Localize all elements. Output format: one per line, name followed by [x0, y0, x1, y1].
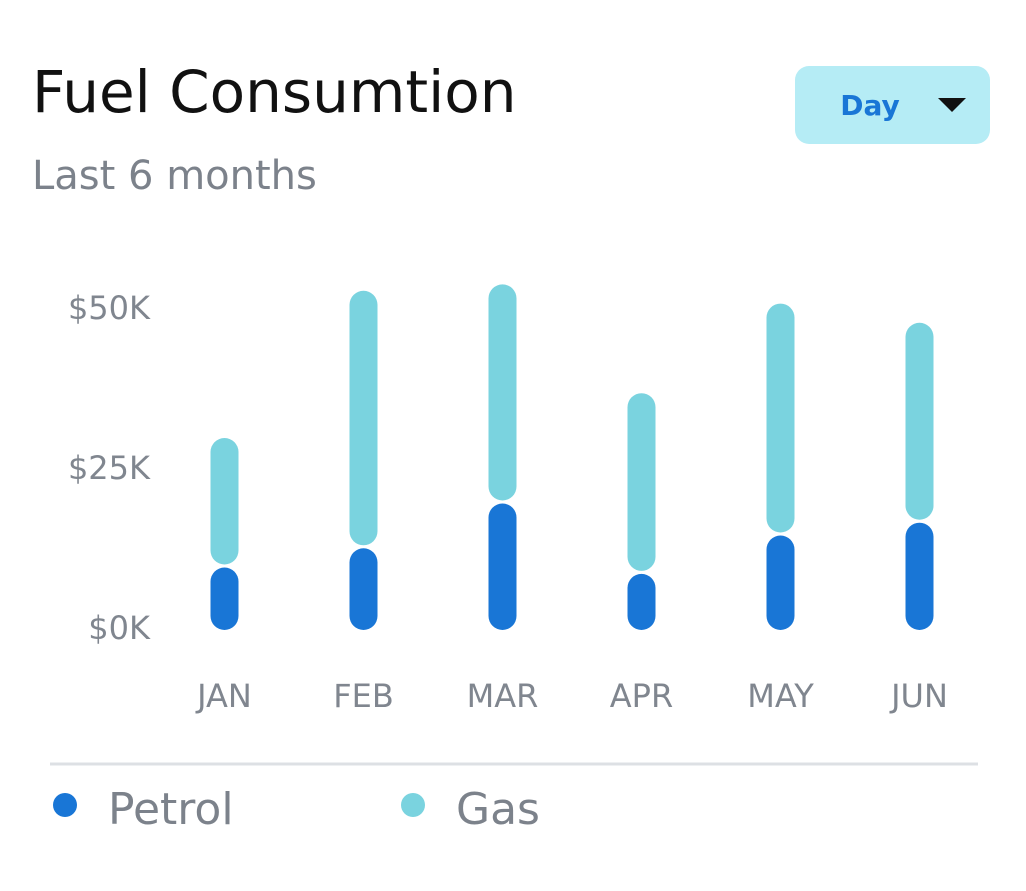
- bar-segment: [349, 548, 378, 630]
- bar-segment: [905, 322, 934, 520]
- bar-segment: [349, 290, 378, 546]
- y-tick-label: $50K: [68, 289, 151, 327]
- bar-segment: [627, 573, 656, 630]
- dropdown-arrow[interactable]: [938, 98, 966, 112]
- period-dropdown[interactable]: Day: [795, 66, 990, 144]
- chart-subtitle: Last 6 months: [32, 153, 317, 199]
- y-tick-label: $25K: [68, 449, 151, 487]
- x-tick-label: JUN: [889, 677, 948, 715]
- bar-segment: [766, 535, 795, 630]
- legend-marker: [401, 793, 425, 817]
- dropdown-box[interactable]: [795, 66, 990, 144]
- x-tick-label: APR: [610, 677, 673, 715]
- x-tick-label: MAY: [747, 677, 814, 715]
- x-tick-label: FEB: [333, 677, 394, 715]
- legend-label: Petrol: [108, 784, 234, 835]
- bar-segment: [210, 438, 239, 565]
- x-tick-label: MAR: [467, 677, 539, 715]
- bar-segment: [905, 522, 934, 630]
- x-tick-label: JAN: [195, 677, 252, 715]
- bar-segment: [488, 503, 517, 630]
- y-tick-label: $0K: [88, 609, 151, 647]
- legend-marker: [53, 793, 77, 817]
- bar-segment: [210, 567, 239, 630]
- bar-segment: [488, 284, 517, 501]
- bar-segment: [766, 303, 795, 533]
- bar-segment: [627, 393, 656, 571]
- chart-title: Fuel Consumtion: [32, 58, 517, 126]
- dropdown-label[interactable]: Day: [840, 89, 900, 122]
- legend-label: Gas: [456, 784, 540, 835]
